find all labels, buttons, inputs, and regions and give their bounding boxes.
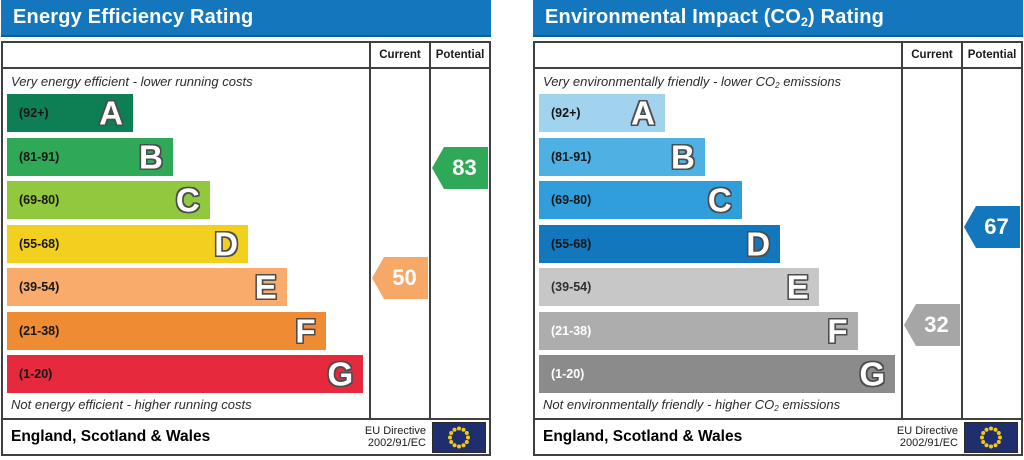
rating-band-G: (1-20) G (539, 355, 896, 393)
energy-rating-table: Current Potential Very energy efficient … (1, 41, 491, 456)
env-top-caption: Very environmentally friendly - lower CO… (543, 74, 842, 90)
rating-band-G: (1-20) G (7, 355, 364, 393)
energy-panel-header: Energy Efficiency Rating (1, 0, 491, 37)
env-panel-title: Environmental Impact (CO2) Rating (545, 5, 885, 30)
eu-flag-icon (432, 421, 486, 453)
band-letter: C (707, 181, 732, 219)
potential-column-header: Potential (961, 43, 1021, 67)
env-bands: (92+) A (81-91) B (69-80) C (55-68) D (39-54) E (2… (539, 94, 901, 399)
band-letter: B (670, 138, 695, 175)
rating-band-A: (92+) A (539, 94, 665, 132)
band-range-label: (39-54) (19, 280, 60, 294)
rating-band-E: (39-54) E (7, 268, 287, 306)
region-label: England, Scotland & Wales (543, 428, 743, 445)
potential-rating-arrow: 83 (432, 147, 488, 189)
rating-band-D: (55-68) D (539, 224, 781, 263)
current-rating-arrow: 50 (372, 257, 428, 299)
energy-footer: England, Scotland & Wales EU Directive 2… (3, 420, 489, 454)
env-footer: England, Scotland & Wales EU Directive 2… (535, 420, 1021, 454)
band-letter: G (327, 355, 354, 393)
eu-directive-label: EU Directive 2002/91/EC (896, 424, 958, 450)
energy-bottom-caption: Not energy efficient - higher running co… (11, 397, 252, 412)
band-range-label: (81-91) (19, 149, 60, 164)
environmental-impact-panel: Environmental Impact (CO2) Rating Curren… (533, 0, 1023, 456)
band-letter: F (295, 312, 316, 349)
rating-band-A: (92+) A (7, 94, 133, 132)
env-panel-header: Environmental Impact (CO2) Rating (533, 0, 1023, 37)
rating-band-B: (81-91) B (7, 137, 173, 176)
energy-panel-title: Energy Efficiency Rating (13, 5, 254, 28)
band-range-label: (69-80) (19, 193, 60, 207)
current-column-header: Current (369, 43, 429, 67)
rating-band-F: (21-38) F (7, 311, 326, 350)
rating-band-C: (69-80) C (7, 181, 210, 219)
band-range-label: (92+) (551, 106, 581, 120)
band-letter: E (254, 268, 277, 306)
band-range-label: (39-54) (551, 280, 592, 294)
current-column-header: Current (901, 43, 961, 67)
energy-top-caption: Very energy efficient - lower running co… (11, 74, 253, 89)
energy-current-column: 50 (369, 69, 429, 418)
band-letter: D (746, 225, 771, 262)
rating-band-C: (69-80) C (539, 181, 742, 219)
eu-directive-label: EU Directive 2002/91/EC (364, 424, 426, 450)
band-letter: F (827, 312, 848, 349)
band-range-label: (69-80) (551, 193, 592, 207)
band-range-label: (55-68) (551, 236, 592, 251)
env-bottom-caption: Not environmentally friendly - higher CO… (543, 397, 841, 413)
current-rating-arrow: 32 (904, 304, 960, 346)
eu-flag-icon (964, 421, 1018, 453)
energy-efficiency-panel: Energy Efficiency Rating Current Potenti… (1, 0, 491, 456)
potential-rating-value: 83 (452, 155, 477, 180)
energy-column-headers: Current Potential (3, 43, 489, 69)
band-range-label: (55-68) (19, 236, 60, 251)
env-band-area: Very environmentally friendly - lower CO… (535, 69, 901, 418)
energy-bands: (92+) A (81-91) B (69-80) C (55-68) D (39-54) E (2… (7, 94, 369, 399)
env-rating-table: Current Potential Very environmentally f… (533, 41, 1023, 456)
env-potential-column: 67 (961, 69, 1021, 418)
band-range-label: (92+) (19, 106, 49, 120)
band-letter: G (859, 355, 886, 393)
band-letter: A (631, 94, 655, 132)
env-current-column: 32 (901, 69, 961, 418)
band-range-label: (1-20) (551, 367, 585, 381)
band-range-label: (21-38) (19, 323, 60, 338)
rating-band-E: (39-54) E (539, 268, 819, 306)
potential-rating-value: 67 (984, 214, 1009, 239)
env-column-headers: Current Potential (535, 43, 1021, 69)
current-rating-value: 32 (924, 312, 949, 337)
band-letter: A (99, 94, 123, 132)
band-letter: E (786, 268, 809, 306)
rating-band-F: (21-38) F (539, 311, 858, 350)
band-range-label: (21-38) (551, 323, 592, 338)
band-range-label: (81-91) (551, 149, 592, 164)
region-label: England, Scotland & Wales (11, 428, 211, 445)
rating-band-B: (81-91) B (539, 137, 705, 176)
band-letter: B (138, 138, 163, 175)
band-letter: C (175, 181, 200, 219)
band-letter: D (214, 225, 239, 262)
current-rating-value: 50 (392, 265, 417, 290)
potential-rating-arrow: 67 (964, 206, 1020, 248)
potential-column-header: Potential (429, 43, 489, 67)
rating-band-D: (55-68) D (7, 224, 249, 263)
band-range-label: (1-20) (19, 367, 53, 381)
energy-band-area: Very energy efficient - lower running co… (3, 69, 369, 418)
energy-potential-column: 83 (429, 69, 489, 418)
